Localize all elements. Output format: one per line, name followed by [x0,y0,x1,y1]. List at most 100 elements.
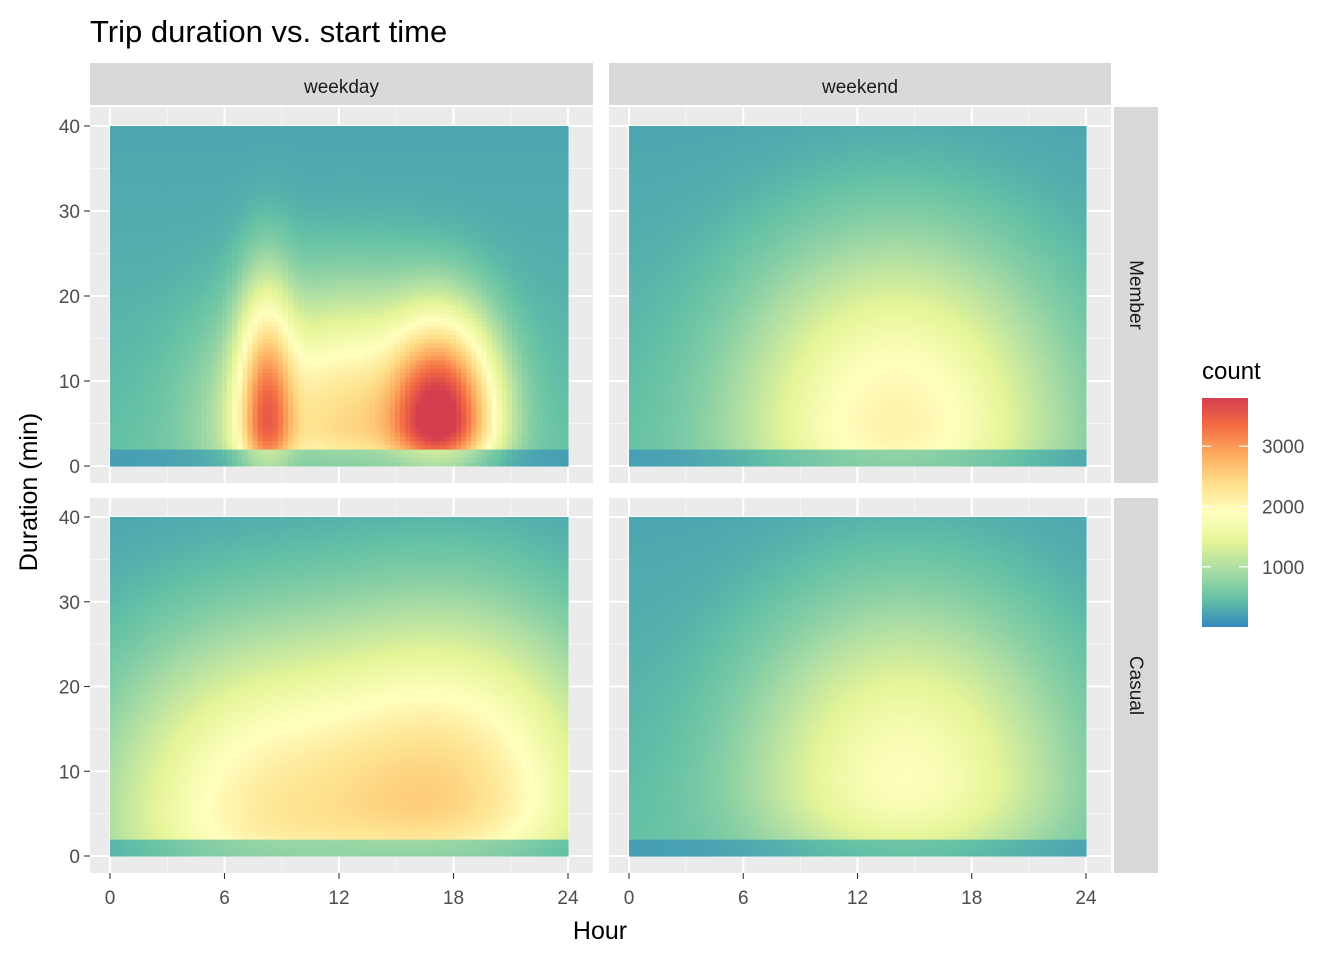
density-cell [115,160,121,165]
density-cell [135,215,141,220]
density-cell [110,198,116,203]
density-cell [130,326,136,331]
density-cell [135,347,141,352]
density-cell [166,317,172,322]
density-cell [115,198,121,203]
density-cell [135,317,141,322]
density-cell [156,249,162,254]
density-cell [135,164,141,169]
density-cell [125,364,131,369]
density-cell [135,428,141,433]
density-cell [161,360,167,365]
density-cell [151,390,157,395]
density-cell [130,211,136,216]
density-cell [130,232,136,237]
density-cell [125,211,131,216]
density-cell [115,449,121,454]
density-cell [130,407,136,412]
density-cell [125,436,131,441]
density-cell [115,130,121,135]
density-cell [161,453,167,458]
density-cell [115,347,121,352]
density-cell [151,152,157,157]
density-cell [135,377,141,382]
density-cell [141,428,147,433]
density-cell [141,381,147,386]
density-cell [115,385,121,390]
density-cell [110,300,116,305]
density-cell [166,245,172,250]
density-cell [115,428,121,433]
density-cell [125,203,131,208]
density-cell [120,360,126,365]
density-cell [141,241,147,246]
density-cell [156,275,162,280]
density-cell [156,203,162,208]
density-cell [146,237,152,242]
density-cell [130,411,136,416]
density-cell [110,215,116,220]
density-cell [115,186,121,191]
density-cell [151,203,157,208]
density-cell [151,385,157,390]
density-cell [141,334,147,339]
density-cell [115,207,121,212]
density-cell [110,245,116,250]
density-cell [141,211,147,216]
density-cell [161,288,167,293]
density-cell [161,317,167,322]
density-cell [141,279,147,284]
density-cell [161,407,167,412]
density-cell [130,160,136,165]
density-cell [130,305,136,310]
density-cell [135,228,141,233]
density-cell [120,241,126,246]
density-cell [110,147,116,152]
density-cell [115,411,121,416]
density-cell [110,292,116,297]
density-cell [115,283,121,288]
density-cell [130,181,136,186]
density-cell [115,126,121,131]
density-cell [141,453,147,458]
density-cell [156,266,162,271]
density-cell [151,232,157,237]
density-cell [161,313,167,318]
density-cell [110,415,116,420]
density-cell [130,390,136,395]
density-cell [130,156,136,161]
density-cell [146,415,152,420]
density-cell [151,305,157,310]
density-cell [166,424,172,429]
density-cell [115,364,121,369]
density-cell [120,309,126,314]
density-cell [130,313,136,318]
density-cell [146,360,152,365]
density-cell [156,317,162,322]
density-cell [125,360,131,365]
density-cell [156,432,162,437]
density-cell [156,364,162,369]
density-cell [141,266,147,271]
density-cell [151,296,157,301]
density-cell [135,339,141,344]
density-cell [135,275,141,280]
density-cell [161,411,167,416]
density-cell [130,394,136,399]
density-cell [166,147,172,152]
density-cell [151,262,157,267]
density-cell [146,407,152,412]
density-cell [130,190,136,195]
density-cell [151,436,157,441]
density-cell [151,275,157,280]
density-cell [161,326,167,331]
density-cell [146,313,152,318]
density-cell [110,139,116,144]
density-cell [135,441,141,446]
density-cell [151,364,157,369]
density-cell [110,211,116,216]
density-cell [130,364,136,369]
density-cell [130,215,136,220]
density-cell [130,249,136,254]
density-cell [151,177,157,182]
